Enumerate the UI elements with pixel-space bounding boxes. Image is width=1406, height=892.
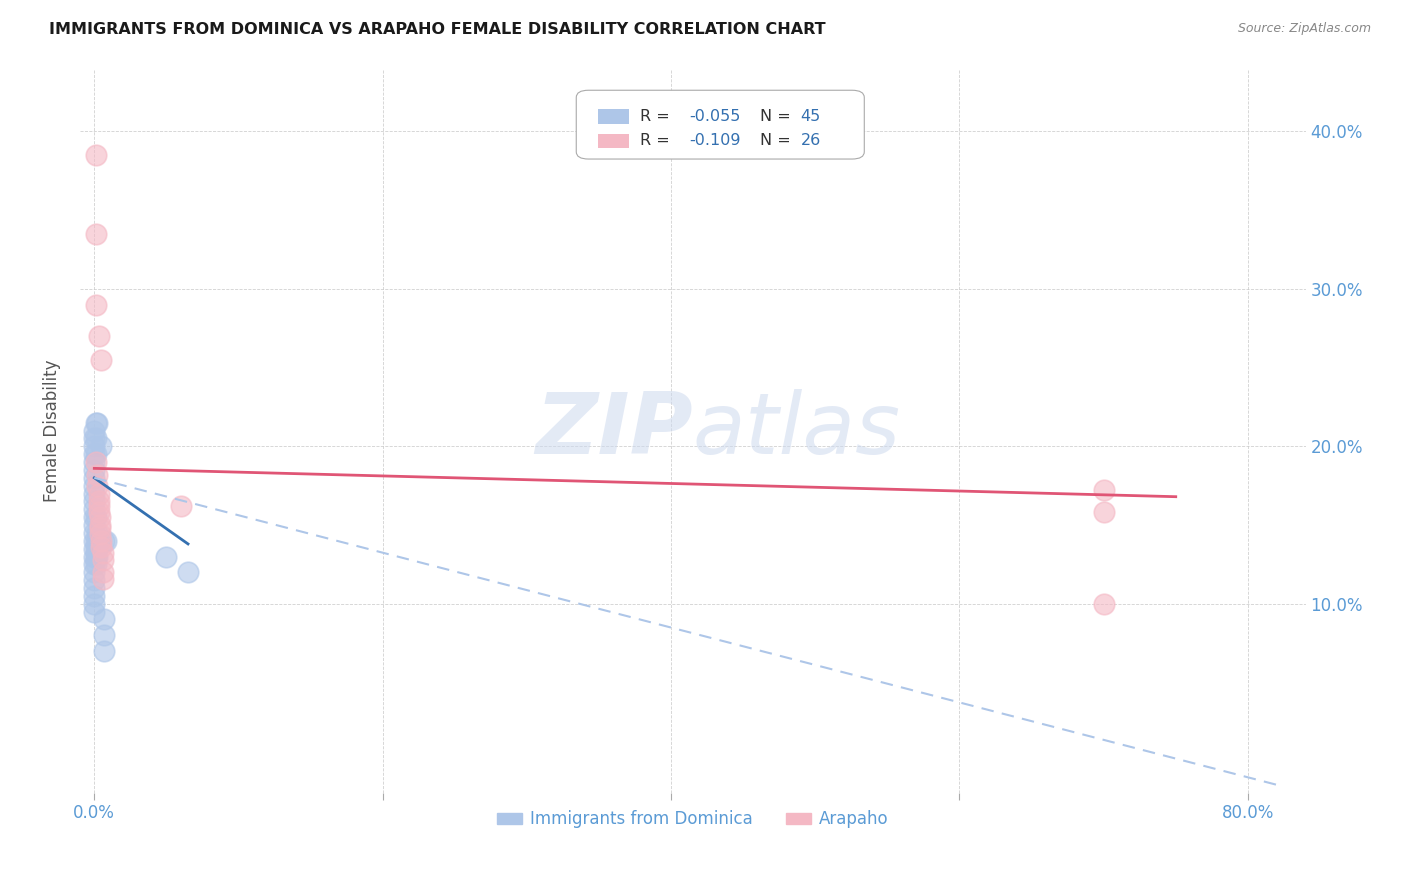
Point [86, 541, 108, 556]
Text: ZIP: ZIP [536, 389, 693, 472]
Point [86, 478, 108, 492]
Point [89, 510, 111, 524]
Point [83, 558, 105, 572]
Point [86, 467, 108, 482]
Point [83, 605, 105, 619]
Y-axis label: Female Disability: Female Disability [44, 359, 60, 502]
Point [93, 628, 115, 642]
Point [84, 447, 107, 461]
Point [91, 546, 114, 560]
Point [83, 589, 105, 603]
Point [83, 447, 105, 461]
Point [84, 455, 107, 469]
Point [93, 612, 115, 626]
Point [84, 227, 107, 241]
Text: -0.109: -0.109 [689, 134, 741, 148]
Point [84, 432, 107, 446]
Point [177, 566, 200, 580]
Point [83, 525, 105, 540]
Text: -0.055: -0.055 [689, 109, 741, 124]
Point [84, 549, 107, 564]
Point [83, 581, 105, 595]
Text: Source: ZipAtlas.com: Source: ZipAtlas.com [1237, 22, 1371, 36]
Text: R =: R = [640, 134, 675, 148]
Text: N =: N = [761, 109, 796, 124]
Point [83, 478, 105, 492]
Point [83, 424, 105, 438]
Point [89, 521, 111, 535]
Point [83, 573, 105, 587]
Point [83, 432, 105, 446]
Point [83, 455, 105, 469]
Point [1092, 597, 1115, 611]
Point [84, 416, 107, 430]
Text: N =: N = [761, 134, 796, 148]
Point [83, 494, 105, 508]
Point [87, 329, 110, 343]
Point [89, 527, 111, 541]
Point [93, 533, 115, 548]
Point [87, 505, 110, 519]
Point [1092, 483, 1115, 498]
Point [87, 533, 110, 548]
FancyBboxPatch shape [599, 109, 628, 124]
Point [84, 510, 107, 524]
Point [84, 148, 107, 162]
Point [83, 471, 105, 485]
Point [83, 541, 105, 556]
Text: 45: 45 [800, 109, 821, 124]
Point [83, 510, 105, 524]
Point [83, 566, 105, 580]
Point [86, 525, 108, 540]
Point [90, 533, 112, 548]
Legend: Immigrants from Dominica, Arapaho: Immigrants from Dominica, Arapaho [489, 804, 896, 835]
FancyBboxPatch shape [576, 90, 865, 159]
Point [155, 549, 177, 564]
Point [93, 644, 115, 658]
Point [83, 549, 105, 564]
Point [1092, 505, 1115, 519]
Text: IMMIGRANTS FROM DOMINICA VS ARAPAHO FEMALE DISABILITY CORRELATION CHART: IMMIGRANTS FROM DOMINICA VS ARAPAHO FEMA… [49, 22, 825, 37]
Text: atlas: atlas [693, 389, 901, 472]
Point [83, 486, 105, 500]
Point [86, 416, 108, 430]
FancyBboxPatch shape [599, 134, 628, 148]
Point [87, 494, 110, 508]
Point [86, 549, 108, 564]
Text: 26: 26 [800, 134, 821, 148]
Point [83, 518, 105, 533]
Text: R =: R = [640, 109, 675, 124]
Point [89, 518, 111, 533]
Point [90, 352, 112, 367]
Point [91, 572, 114, 586]
Point [87, 499, 110, 513]
Point [83, 439, 105, 453]
Point [87, 486, 110, 500]
Point [94, 533, 117, 548]
Point [170, 499, 193, 513]
Point [83, 533, 105, 548]
Point [90, 540, 112, 554]
Point [83, 597, 105, 611]
Point [83, 463, 105, 477]
Point [84, 541, 107, 556]
Point [83, 502, 105, 516]
Point [84, 558, 107, 572]
Point [84, 298, 107, 312]
Point [91, 566, 114, 580]
Point [90, 439, 112, 453]
Point [84, 533, 107, 548]
Point [91, 552, 114, 566]
